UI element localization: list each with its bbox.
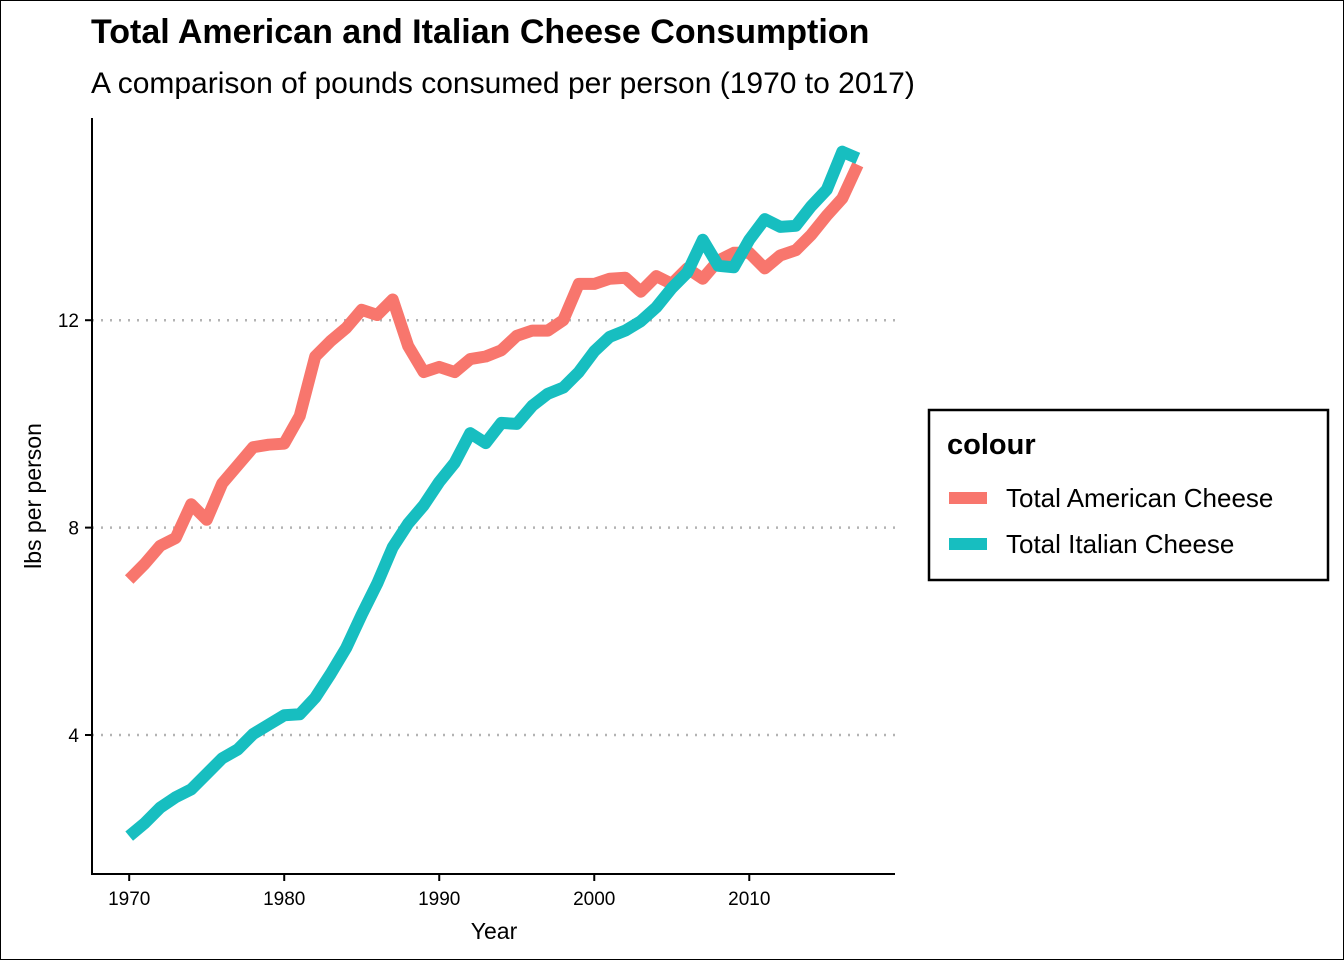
y-tick-label: 4: [68, 726, 79, 747]
chart-title: Total American and Italian Cheese Consum…: [91, 13, 869, 51]
x-tick-label: 1970: [108, 889, 150, 910]
x-axis-ticks: 1970 1980 1990 2000 2010: [108, 874, 770, 910]
y-axis-title: lbs per person: [20, 423, 46, 569]
y-tick-label: 12: [58, 311, 79, 332]
legend-label: Total Italian Cheese: [1006, 529, 1234, 559]
legend-label: Total American Cheese: [1006, 483, 1273, 513]
y-tick-label: 8: [68, 519, 79, 540]
series-line-italian: [125, 145, 861, 841]
gridlines: [92, 318, 895, 737]
y-axis-ticks: 4 8 12: [58, 311, 92, 747]
x-tick-label: 2010: [728, 889, 770, 910]
x-tick-label: 1980: [263, 889, 305, 910]
legend: colour Total American Cheese Total Italia…: [927, 408, 1330, 582]
legend-items: Total American Cheese Total Italian Chees…: [949, 483, 1273, 559]
chart-subtitle: A comparison of pounds consumed per pers…: [91, 67, 915, 100]
legend-title: colour: [947, 429, 1036, 461]
series-line-american: [124, 162, 864, 584]
series-lines: [124, 145, 864, 841]
legend-box: [927, 408, 1330, 582]
x-axis-title: Year: [471, 918, 518, 944]
x-tick-label: 2000: [573, 889, 615, 910]
x-tick-label: 1990: [418, 889, 460, 910]
